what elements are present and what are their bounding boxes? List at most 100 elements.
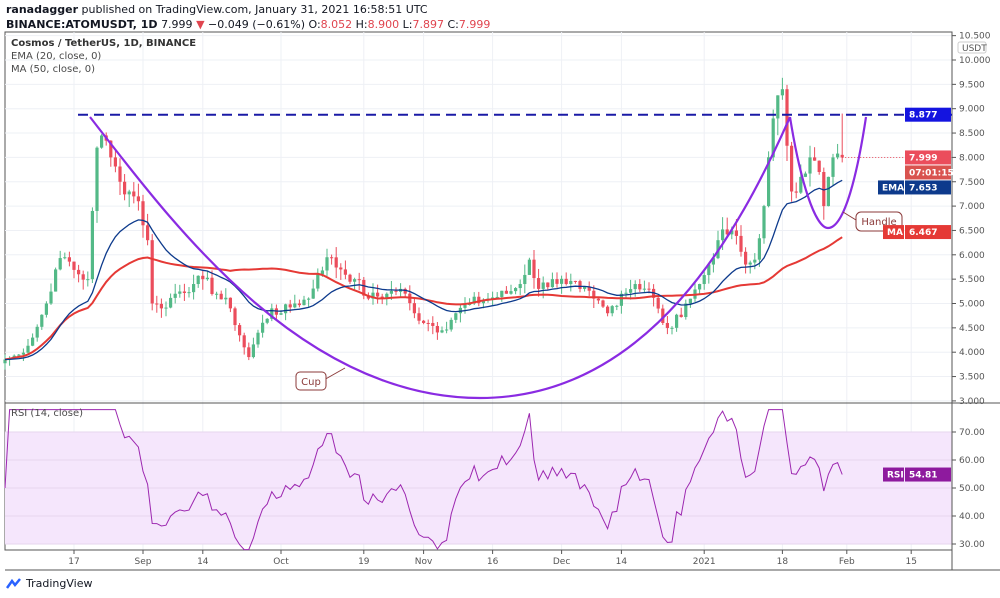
candle-body [219, 293, 223, 300]
candle-body [196, 275, 200, 285]
candle-body [684, 303, 688, 318]
candle-body [320, 270, 324, 275]
symbol: BINANCE:ATOMUSDT, 1D [6, 18, 158, 31]
candle-body [348, 274, 352, 282]
candle-body [564, 278, 568, 285]
legend-ema[interactable]: EMA (20, close, 0) [11, 51, 102, 62]
last-price-tag-label: 7.999 [909, 153, 937, 163]
publisher[interactable]: ranadagger [6, 3, 79, 16]
legend-rsi[interactable]: RSI (14, close) [11, 408, 84, 419]
candle-body [169, 297, 173, 308]
symbol-info: BINANCE:ATOMUSDT, 1D 7.999 ▼ −0.049 (−0.… [6, 18, 490, 31]
candle-body [339, 267, 343, 270]
candle-body [426, 322, 430, 324]
candle-body [215, 293, 219, 295]
candle-body [836, 153, 840, 158]
candle-body [734, 230, 738, 236]
candle-body [647, 288, 651, 290]
candle-body [583, 286, 587, 289]
candle-body [72, 261, 76, 270]
candle-body [532, 259, 536, 279]
candle-body [675, 314, 679, 328]
candle-body [776, 95, 780, 119]
price-axis-label: 8.500 [959, 129, 985, 139]
price-axis-label: 3.000 [959, 397, 985, 407]
candle-body [178, 291, 182, 294]
candle-body [330, 257, 334, 259]
time-axis-label: Nov [415, 557, 433, 567]
candle-body [748, 262, 752, 265]
rsi-tag [905, 467, 951, 482]
candle-body [233, 308, 237, 326]
publish-info: ranadagger published on TradingView.com,… [6, 3, 428, 16]
candle-body [40, 314, 44, 327]
ema-name-tag-label: EMA [882, 183, 904, 193]
candle-body [394, 290, 398, 292]
candle-body [767, 157, 771, 207]
candle-body [90, 210, 94, 280]
candle-body [431, 322, 435, 326]
candle-body [509, 291, 513, 294]
candle-body [491, 297, 495, 299]
candle-body [288, 304, 292, 308]
candle-body [159, 303, 163, 309]
candle-body [504, 290, 508, 294]
handle-curve [788, 116, 868, 230]
ema-20-line [4, 179, 843, 361]
candle-body [118, 166, 122, 182]
price-axis-label: 4.500 [959, 324, 985, 334]
candle-body [472, 296, 476, 304]
candle-body [500, 290, 504, 297]
candle-body [633, 284, 637, 290]
candle-body [601, 300, 605, 307]
handle-label: Handle [861, 217, 896, 228]
candle-body [813, 157, 817, 161]
candle-body [279, 313, 283, 315]
candle-body [578, 281, 582, 289]
candle-body [49, 291, 53, 304]
candle-body [826, 176, 830, 207]
candle-body [412, 303, 416, 314]
price-axis-label: 6.000 [959, 251, 985, 261]
candle-body [629, 289, 633, 293]
candle-body [560, 278, 564, 284]
candle-body [63, 257, 67, 259]
ma-tag-label: 6.467 [909, 228, 937, 238]
high-label: H: [355, 18, 368, 31]
candle-body [261, 322, 265, 333]
time-axis-label: 17 [68, 557, 79, 567]
candle-body [661, 308, 665, 323]
candle-body [325, 257, 329, 271]
candle-body [803, 173, 807, 177]
candle-body [77, 269, 81, 275]
price-axis-label: 7.000 [959, 202, 985, 212]
candle-body [670, 327, 674, 329]
currency-label: USDT [962, 44, 987, 54]
candle-body [81, 274, 85, 280]
price-axis-label: 3.500 [959, 373, 985, 383]
candle-body [205, 277, 209, 280]
candle-body [109, 140, 113, 158]
candle-body [771, 118, 775, 158]
rsi-line [4, 409, 843, 551]
candle-body [688, 298, 692, 304]
candle-body [592, 290, 596, 299]
candle-body [817, 160, 821, 173]
candle-body [785, 89, 789, 146]
countdown-tag-label: 07:01:15 [909, 168, 954, 178]
candle-body [247, 347, 251, 358]
candle-body [284, 304, 288, 314]
candle-body [21, 352, 25, 355]
time-axis-label: 15 [905, 557, 916, 567]
currency-badge [957, 41, 987, 54]
candle-body [155, 303, 159, 305]
candle-body [307, 298, 311, 300]
legend-ma[interactable]: MA (50, close, 0) [11, 64, 96, 75]
cup-label: Cup [301, 377, 321, 388]
candle-body [210, 277, 214, 294]
candle-body [141, 201, 145, 226]
candle-body [725, 229, 729, 235]
time-axis-label: 18 [777, 557, 789, 567]
tradingview-logo[interactable]: TradingView [6, 577, 92, 590]
